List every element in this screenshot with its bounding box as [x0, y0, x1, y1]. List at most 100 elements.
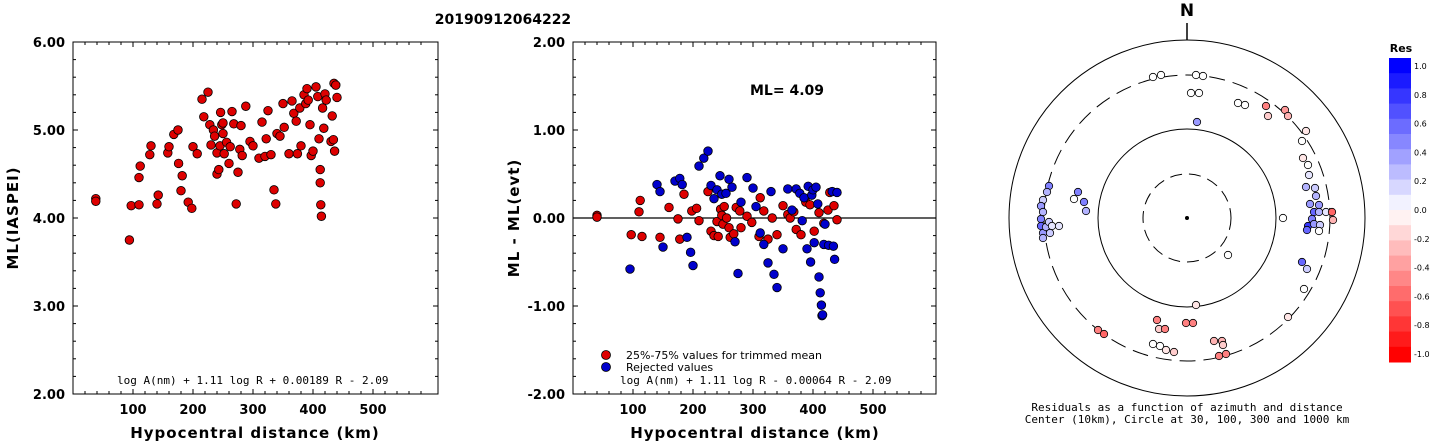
mid-point-trimmed [829, 200, 839, 211]
left-y-ticks: 6.00 5.00 4.00 3.00 2.00 [33, 36, 438, 403]
left-data-point [257, 117, 267, 127]
mid-xtick-label: 500 [859, 403, 886, 418]
left-data-point [305, 120, 315, 130]
left-data-point [248, 141, 258, 151]
colorbar-cell [1389, 225, 1411, 241]
mid-point-rejected [699, 153, 709, 163]
mid-point-trimmed [778, 200, 788, 211]
polar-station-point [1169, 347, 1179, 357]
mid-point-rejected [742, 172, 752, 183]
polar-station-point [1073, 187, 1083, 197]
left-data-point [227, 106, 237, 117]
mid-point-rejected [715, 171, 725, 181]
left-data-point [332, 92, 342, 103]
left-data-point [188, 142, 198, 152]
mid-xtick-label: 400 [799, 403, 826, 418]
left-data-point [278, 98, 288, 109]
mid-point-rejected [759, 239, 769, 250]
polar-station-point [1283, 312, 1293, 322]
colorbar-cell [1389, 286, 1411, 302]
left-data-point [315, 164, 325, 175]
colorbar-label: -0.8 [1414, 321, 1430, 330]
left-data-point [328, 134, 339, 145]
polar-station-point [1283, 111, 1293, 121]
mid-point-trimmed [664, 202, 674, 213]
polar-station-point [1233, 98, 1243, 108]
mid-point-rejected [802, 244, 812, 254]
mid-point-rejected [814, 272, 824, 282]
mid-point-rejected [625, 264, 635, 274]
colorbar-label: 0.8 [1414, 91, 1427, 100]
figure-title: 20190912064222 [435, 12, 571, 28]
legend-red-label: 25%-75% values for trimmed mean [626, 349, 822, 362]
polar-station-point [1240, 100, 1250, 110]
colorbar-label: -0.2 [1414, 235, 1430, 244]
colorbar-cell [1389, 331, 1411, 348]
mid-point-rejected [778, 244, 788, 254]
left-ytick-label: 3.00 [33, 300, 65, 315]
polar-station-point [1054, 221, 1064, 231]
polar-station-point [1263, 111, 1273, 121]
mid-point-rejected [811, 182, 821, 192]
left-data-point [279, 122, 289, 133]
mid-point-trimmed [729, 229, 739, 239]
left-data-point [231, 199, 241, 209]
polar-station-point [1302, 225, 1312, 235]
left-points [91, 78, 342, 245]
polar-station-point [1198, 71, 1208, 81]
polar-station-point [1305, 199, 1315, 209]
left-data-point [269, 185, 279, 195]
colorbar-label: 0.4 [1414, 148, 1427, 157]
mid-point-trimmed [796, 230, 806, 240]
left-xtick-label: 300 [239, 403, 266, 418]
polar-station-point [1314, 207, 1324, 217]
polar-station-point [1327, 207, 1337, 217]
polar-station-point [1311, 191, 1321, 201]
mid-xtick-label: 200 [679, 403, 706, 418]
left-data-point [164, 142, 174, 152]
mid-point-trimmed [767, 213, 777, 223]
polar-station-point [1302, 264, 1312, 274]
mid-point-rejected [763, 258, 773, 268]
mid-point-trimmed [721, 213, 732, 223]
polar-caption-2: Center (10km), Circle at 30, 100, 300 an… [1025, 413, 1350, 426]
mid-x-ticks: 100 200 300 400 500 [584, 42, 922, 418]
mid-point-rejected [655, 186, 665, 197]
left-data-point [173, 125, 183, 135]
left-plot-frame [72, 41, 439, 395]
mid-point-trimmed [805, 200, 815, 210]
colorbar-cell [1389, 316, 1411, 333]
mid-point-rejected [736, 197, 746, 207]
colorbar-label: -1.0 [1414, 350, 1430, 359]
mid-y-axis-label: ML - ML(evt) [505, 159, 523, 277]
mid-points-red [592, 186, 842, 244]
mid-point-trimmed [724, 222, 734, 233]
polar-station-point [1301, 182, 1311, 192]
left-xtick-label: 400 [299, 403, 326, 418]
colorbar-cells [1389, 58, 1411, 363]
left-data-point [206, 140, 216, 150]
left-ytick-label: 5.00 [33, 124, 65, 139]
polar-chart: N Residuals as a function of azimuth and… [1008, 1, 1366, 426]
polar-station-point [1079, 197, 1089, 207]
polar-station-point [1218, 340, 1228, 350]
mid-point-rejected [809, 237, 819, 248]
mid-point-rejected [769, 269, 779, 280]
mid-xtick-label: 300 [739, 403, 766, 418]
ml-label: ML= 4.09 [750, 83, 824, 99]
mid-x-axis-label: Hypocentral distance (km) [630, 424, 880, 441]
polar-points [1036, 70, 1338, 361]
polar-station-point [1223, 250, 1233, 260]
mid-point-trimmed [694, 215, 704, 226]
colorbar: Res 1.0 0.8 0.6 0.4 0.2 0.0 -0.2 -0.4 -0.6 -0.8 -1… [1389, 42, 1430, 363]
mid-point-trimmed [691, 203, 702, 214]
polar-station-point [1045, 228, 1055, 238]
polar-station-point [1310, 183, 1320, 193]
colorbar-label: 0.2 [1414, 177, 1427, 186]
left-data-point [134, 172, 144, 183]
mid-point-trimmed [759, 206, 769, 216]
polar-station-point [1278, 213, 1288, 223]
left-data-point [233, 167, 243, 177]
mid-point-rejected [832, 187, 842, 198]
